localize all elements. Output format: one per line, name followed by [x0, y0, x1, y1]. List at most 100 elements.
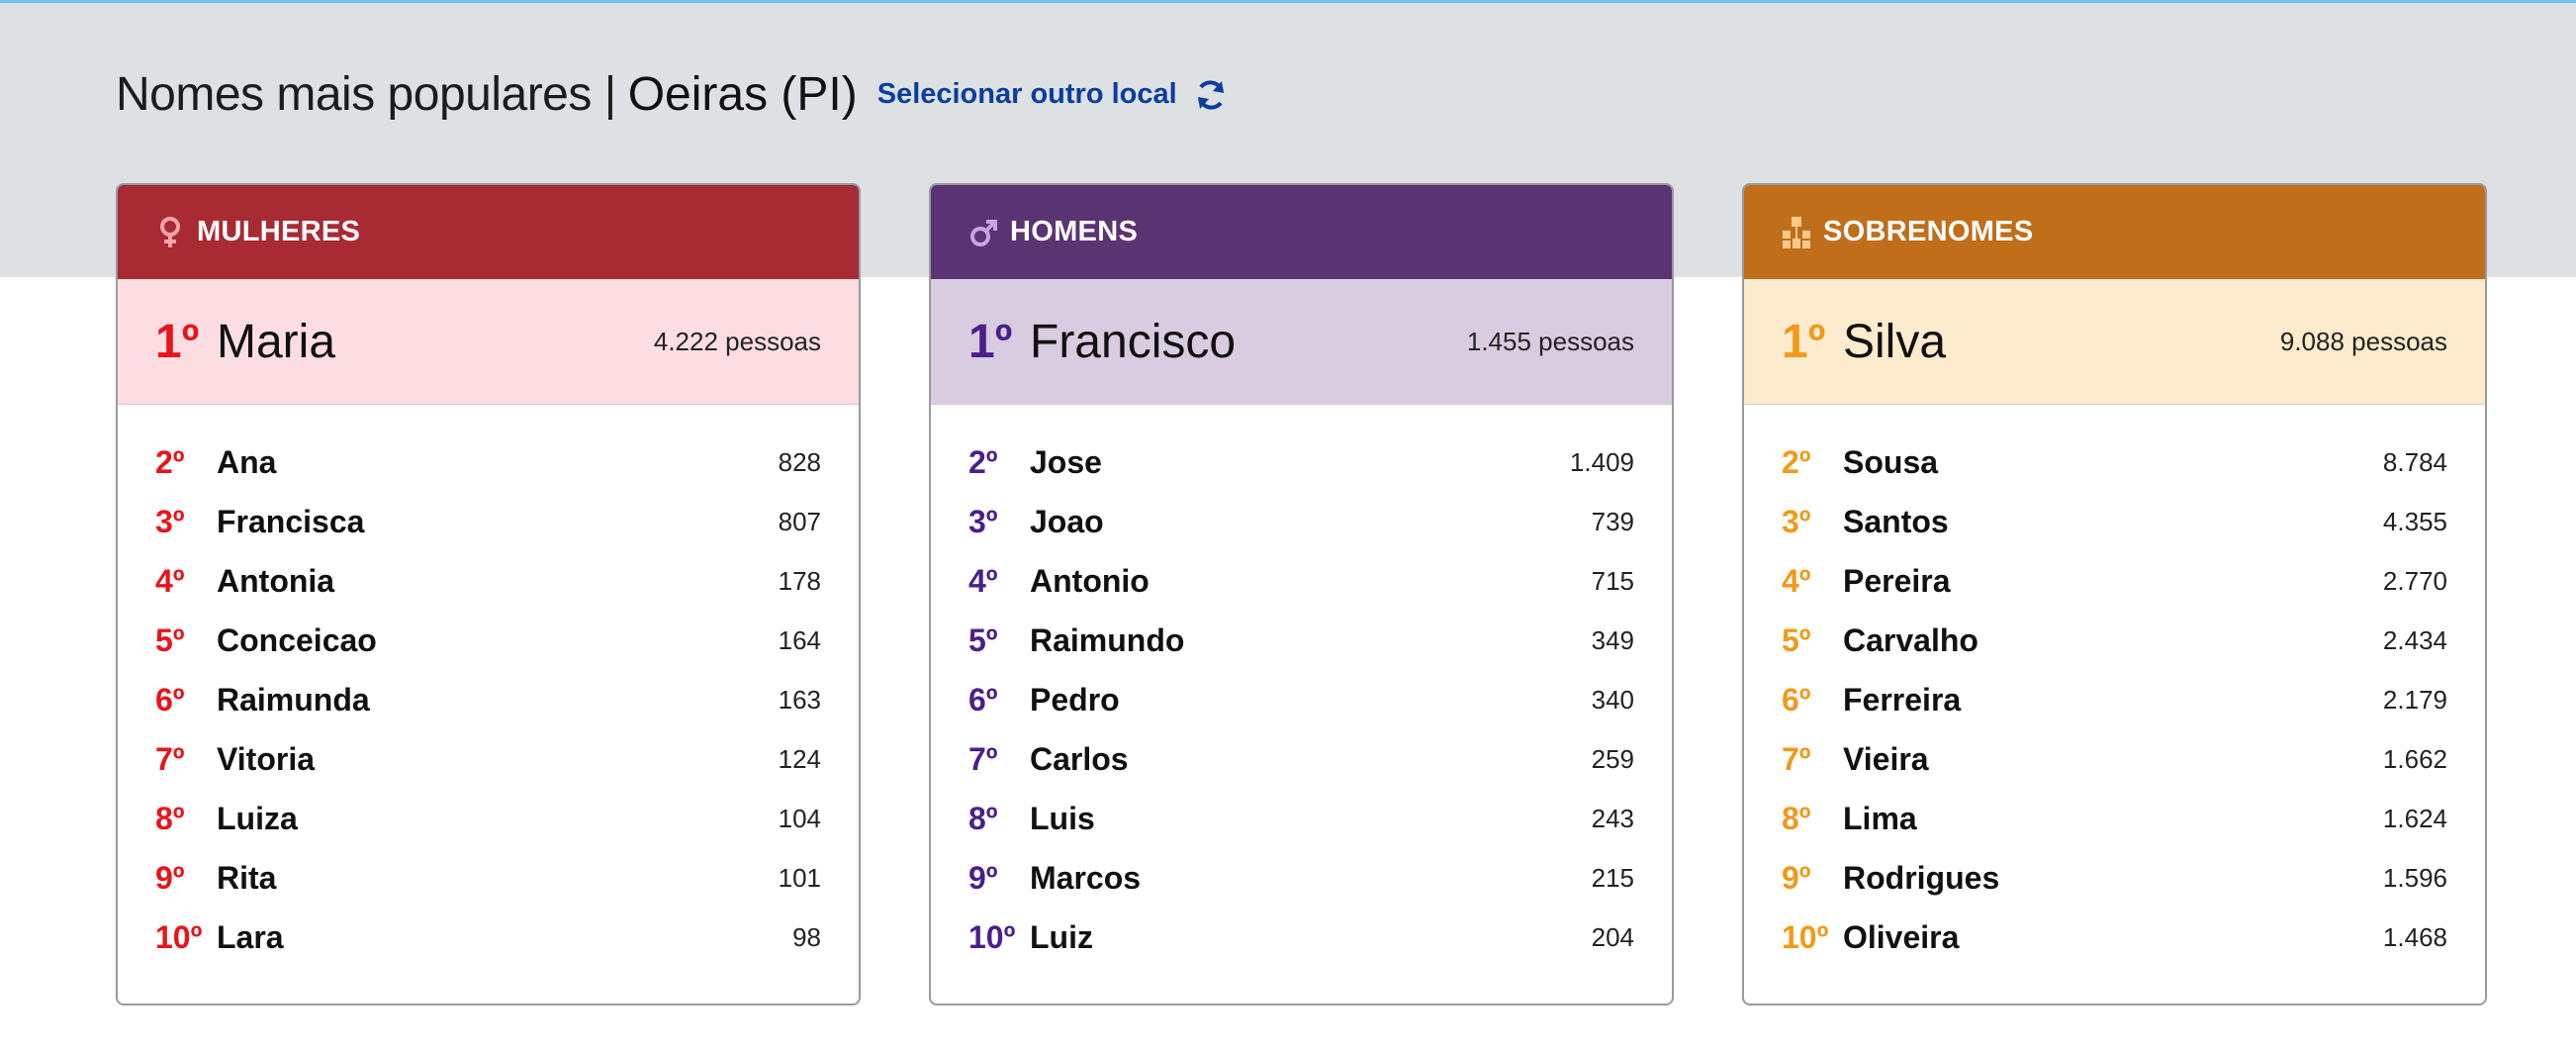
- page-title-row: Nomes mais populares | Oeiras (PI) Selec…: [116, 67, 1229, 122]
- count: 2.179: [2382, 684, 2447, 715]
- name: Antonio: [1030, 562, 1150, 599]
- list-item[interactable]: 3º Santos 4.355: [1782, 492, 2447, 551]
- top-rank: 1º: [1782, 315, 1826, 368]
- list-item[interactable]: 9º Marcos 215: [968, 848, 1634, 908]
- name: Antonia: [217, 562, 335, 599]
- rank: 7º: [1782, 740, 1811, 777]
- page-title: Nomes mais populares |: [116, 68, 616, 121]
- count: 349: [1591, 624, 1634, 655]
- count: 2.434: [2382, 624, 2447, 655]
- list-item[interactable]: 5º Conceicao 164: [155, 611, 821, 670]
- name: Marcos: [1030, 859, 1142, 896]
- rank: 9º: [968, 859, 998, 896]
- list-item[interactable]: 3º Francisca 807: [155, 492, 821, 551]
- name: Ana: [217, 443, 277, 480]
- list-item[interactable]: 5º Carvalho 2.434: [1782, 611, 2447, 670]
- name: Carvalho: [1843, 622, 1978, 658]
- list-item[interactable]: 10º Luiz 204: [968, 908, 1634, 967]
- name: Luiz: [1030, 918, 1093, 955]
- list-item[interactable]: 8º Luiza 104: [155, 789, 821, 848]
- rank: 8º: [1782, 800, 1811, 836]
- count: 1.409: [1569, 446, 1634, 477]
- change-location-link[interactable]: Selecionar outro local: [877, 77, 1229, 113]
- list-item[interactable]: 8º Luis 243: [968, 789, 1634, 848]
- refresh-icon[interactable]: [1193, 77, 1229, 113]
- list-item[interactable]: 3º Joao 739: [968, 492, 1634, 551]
- name: Pedro: [1030, 681, 1120, 718]
- list-item[interactable]: 2º Ana 828: [155, 432, 821, 492]
- count: 8.784: [2382, 446, 2447, 477]
- card-men: HOMENS 1º Francisco 1.455 pessoas 2º Jose…: [929, 183, 1674, 1005]
- list-item[interactable]: 8º Lima 1.624: [1782, 789, 2447, 848]
- rank: 5º: [155, 622, 185, 658]
- rank: 4º: [155, 562, 185, 599]
- list-item[interactable]: 7º Carlos 259: [968, 729, 1634, 789]
- top-name: Francisco: [1030, 315, 1237, 368]
- rank: 7º: [968, 740, 998, 777]
- rank: 5º: [1782, 622, 1811, 658]
- count: 1.468: [2382, 921, 2447, 952]
- count: 807: [778, 506, 821, 536]
- rank: 2º: [1782, 443, 1811, 480]
- list-item[interactable]: 9º Rita 101: [155, 848, 821, 908]
- list-item[interactable]: 4º Antonia 178: [155, 551, 821, 611]
- top-count: 9.088 pessoas: [2279, 326, 2447, 356]
- list-item[interactable]: 6º Raimunda 163: [155, 670, 821, 729]
- list-item[interactable]: 9º Rodrigues 1.596: [1782, 848, 2447, 908]
- list-item[interactable]: 7º Vieira 1.662: [1782, 729, 2447, 789]
- count: 340: [1591, 684, 1634, 715]
- name: Pereira: [1843, 562, 1951, 599]
- name: Sousa: [1843, 443, 1939, 480]
- list-item[interactable]: 5º Raimundo 349: [968, 611, 1634, 670]
- list-item[interactable]: 6º Pedro 340: [968, 670, 1634, 729]
- list-item[interactable]: 4º Pereira 2.770: [1782, 551, 2447, 611]
- count: 715: [1591, 565, 1634, 596]
- name: Rita: [217, 859, 277, 896]
- name: Francisca: [217, 503, 365, 539]
- card-title-men: HOMENS: [1010, 216, 1139, 247]
- name: Ferreira: [1843, 681, 1962, 718]
- top-rank: 1º: [968, 315, 1013, 368]
- list-item[interactable]: 4º Antonio 715: [968, 551, 1634, 611]
- count: 1.624: [2382, 803, 2447, 833]
- card-header-women: MULHERES: [118, 185, 859, 279]
- card-women: MULHERES 1º Maria 4.222 pessoas 2º Ana 828…: [116, 183, 861, 1005]
- count: 259: [1591, 743, 1634, 774]
- rankings-cards: MULHERES 1º Maria 4.222 pessoas 2º Ana 828…: [116, 183, 2490, 1007]
- name: Raimundo: [1030, 622, 1185, 658]
- rank: 4º: [1782, 562, 1811, 599]
- card-header-surnames: SOBRENOMES: [1744, 185, 2485, 279]
- top-rank: 1º: [155, 315, 200, 368]
- top-entry-men[interactable]: 1º Francisco 1.455 pessoas: [931, 279, 1672, 405]
- rank: 10º: [1782, 918, 1829, 955]
- name: Vieira: [1843, 740, 1929, 777]
- card-title-surnames: SOBRENOMES: [1823, 216, 2034, 247]
- count: 104: [778, 803, 821, 833]
- list-item[interactable]: 6º Ferreira 2.179: [1782, 670, 2447, 729]
- name: Joao: [1030, 503, 1104, 539]
- rank: 6º: [968, 681, 998, 718]
- list-item[interactable]: 10º Lara 98: [155, 908, 821, 967]
- count: 178: [778, 565, 821, 596]
- count: 204: [1591, 921, 1634, 952]
- list-item[interactable]: 2º Sousa 8.784: [1782, 432, 2447, 492]
- rank: 2º: [968, 443, 998, 480]
- top-entry-women[interactable]: 1º Maria 4.222 pessoas: [118, 279, 859, 405]
- list-item[interactable]: 2º Jose 1.409: [968, 432, 1634, 492]
- male-icon: [968, 215, 998, 250]
- ranking-list-men: 2º Jose 1.409 3º Joao 739 4º Antonio 715 5º Rai…: [931, 405, 1672, 967]
- count: 1.662: [2382, 743, 2447, 774]
- count: 828: [778, 446, 821, 477]
- list-item[interactable]: 7º Vitoria 124: [155, 729, 821, 789]
- top-accent-line: [0, 0, 2576, 3]
- list-item[interactable]: 10º Oliveira 1.468: [1782, 908, 2447, 967]
- ranking-list-surnames: 2º Sousa 8.784 3º Santos 4.355 4º Pereira 2.77…: [1744, 405, 2485, 967]
- rank: 5º: [968, 622, 998, 658]
- female-icon: [155, 215, 185, 250]
- count: 243: [1591, 803, 1634, 833]
- top-entry-surnames[interactable]: 1º Silva 9.088 pessoas: [1744, 279, 2485, 405]
- card-header-men: HOMENS: [931, 185, 1672, 279]
- count: 1.596: [2382, 862, 2447, 893]
- card-surnames: SOBRENOMES 1º Silva 9.088 pessoas 2º Sous…: [1742, 183, 2487, 1005]
- name: Vitoria: [217, 740, 315, 777]
